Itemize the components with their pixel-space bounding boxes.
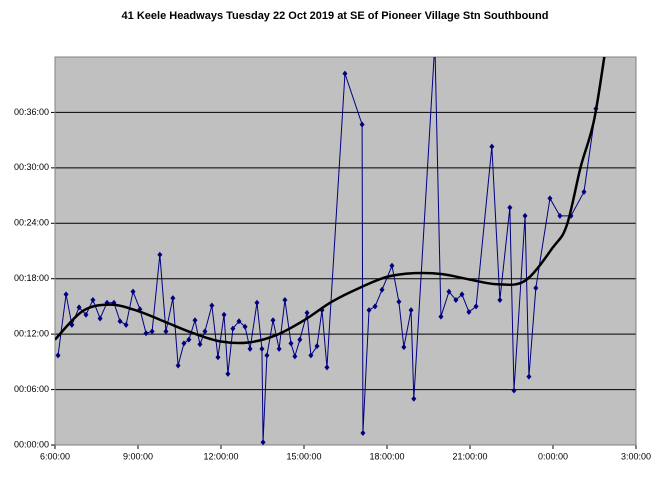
data-point (149, 328, 155, 335)
data-point (230, 325, 236, 332)
data-point (197, 341, 203, 348)
data-point (215, 354, 221, 361)
y-tick-label: 00:12:00 (14, 329, 49, 339)
data-point (247, 345, 253, 352)
x-tick-label: 12:00:00 (203, 451, 238, 461)
data-point (379, 286, 385, 293)
data-point (511, 387, 517, 394)
y-tick-label: 00:30:00 (14, 162, 49, 172)
data-point (389, 262, 395, 269)
y-tick-label: 00:36:00 (14, 107, 49, 117)
data-point (143, 330, 149, 337)
data-point (130, 288, 136, 295)
x-tick-label: 9:00:00 (123, 451, 153, 461)
data-point (359, 121, 365, 128)
data-point (181, 340, 187, 347)
data-point (288, 340, 294, 347)
data-point (236, 318, 242, 325)
plot-area (55, 57, 636, 445)
data-point (408, 307, 414, 314)
data-point (117, 318, 123, 325)
data-point (90, 296, 96, 303)
x-tick-label: 18:00:00 (369, 451, 404, 461)
data-point (170, 295, 176, 302)
x-tick-label: 0:00:00 (538, 451, 568, 461)
data-point (202, 328, 208, 335)
data-point (297, 336, 303, 343)
data-point (63, 291, 69, 298)
y-tick-label: 00:24:00 (14, 218, 49, 228)
data-point (507, 204, 513, 211)
data-point (432, 40, 437, 46)
data-point (446, 288, 452, 295)
data-point (438, 313, 444, 320)
data-point (254, 299, 260, 306)
data-point (366, 307, 372, 314)
data-point (497, 296, 503, 303)
data-point (163, 328, 169, 335)
y-tick-label: 00:18:00 (14, 273, 49, 283)
chart-title: 41 Keele Headways Tuesday 22 Oct 2019 at… (122, 10, 549, 22)
data-point (192, 317, 198, 324)
data-point (324, 364, 330, 371)
data-point (360, 429, 366, 436)
data-point (97, 315, 103, 322)
data-point (264, 352, 270, 359)
data-point (308, 352, 314, 359)
trend-line (55, 57, 606, 345)
data-point (522, 212, 528, 219)
data-point (260, 439, 266, 445)
x-tick-label: 21:00:00 (452, 451, 487, 461)
data-point (282, 296, 288, 303)
y-tick-label: 00:00:00 (14, 439, 49, 449)
data-point (581, 188, 587, 195)
plot-series (55, 40, 606, 445)
data-point (175, 362, 181, 369)
data-point (489, 143, 495, 150)
data-point (259, 345, 265, 352)
data-point (342, 70, 348, 77)
data-point (473, 303, 479, 310)
data-point (396, 298, 402, 305)
data-point (459, 291, 465, 298)
data-point (466, 308, 472, 315)
data-point (276, 345, 282, 352)
data-point (270, 317, 276, 324)
data-point (372, 303, 378, 310)
data-point (453, 296, 459, 303)
x-tick-label: 3:00:00 (621, 451, 651, 461)
data-point (221, 311, 227, 318)
data-point (76, 304, 82, 311)
data-point (411, 395, 417, 402)
data-point (209, 302, 215, 309)
data-point (157, 251, 163, 258)
data-point (533, 284, 539, 291)
data-point (401, 344, 407, 351)
data-point (242, 323, 248, 330)
x-tick-label: 15:00:00 (286, 451, 321, 461)
data-point (547, 195, 553, 202)
data-point (186, 336, 192, 343)
data-point (314, 343, 320, 350)
y-tick-label: 00:06:00 (14, 384, 49, 394)
data-point (55, 352, 61, 359)
data-point (526, 373, 532, 380)
data-point (83, 311, 89, 318)
data-point (123, 321, 129, 328)
data-point (225, 370, 231, 377)
data-point (292, 353, 298, 360)
x-tick-label: 6:00:00 (40, 451, 70, 461)
plot-border (54, 56, 637, 446)
data-point (304, 309, 310, 316)
data-point (557, 212, 563, 219)
